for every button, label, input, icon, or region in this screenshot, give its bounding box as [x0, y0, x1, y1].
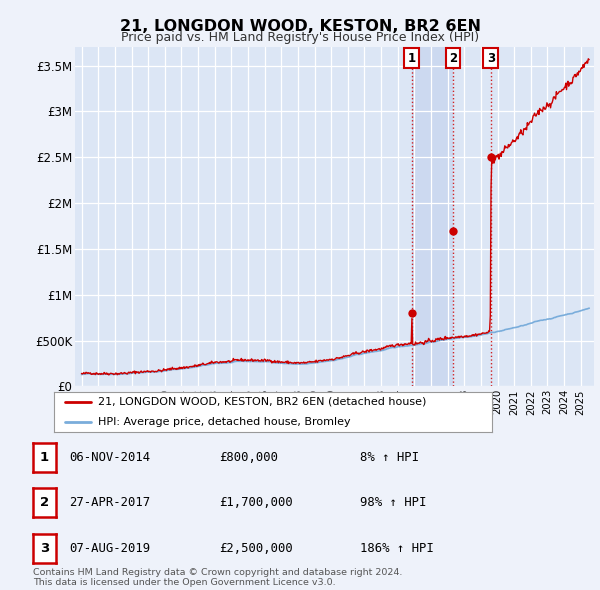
Text: 1: 1	[408, 52, 416, 65]
Text: 07-AUG-2019: 07-AUG-2019	[69, 542, 150, 555]
Text: £2,500,000: £2,500,000	[219, 542, 293, 555]
Text: 2: 2	[449, 52, 457, 65]
Text: 1: 1	[40, 451, 49, 464]
Text: 06-NOV-2014: 06-NOV-2014	[69, 451, 150, 464]
Text: 8% ↑ HPI: 8% ↑ HPI	[360, 451, 419, 464]
Text: 3: 3	[40, 542, 49, 555]
Text: 3: 3	[487, 52, 495, 65]
Text: 186% ↑ HPI: 186% ↑ HPI	[360, 542, 434, 555]
Text: Price paid vs. HM Land Registry's House Price Index (HPI): Price paid vs. HM Land Registry's House …	[121, 31, 479, 44]
Text: 21, LONGDON WOOD, KESTON, BR2 6EN (detached house): 21, LONGDON WOOD, KESTON, BR2 6EN (detac…	[98, 397, 426, 407]
Text: 2: 2	[40, 496, 49, 509]
Text: £1,700,000: £1,700,000	[219, 496, 293, 509]
Text: 21, LONGDON WOOD, KESTON, BR2 6EN: 21, LONGDON WOOD, KESTON, BR2 6EN	[119, 19, 481, 34]
Text: 27-APR-2017: 27-APR-2017	[69, 496, 150, 509]
Bar	[412, 47, 453, 386]
Text: 98% ↑ HPI: 98% ↑ HPI	[360, 496, 427, 509]
Text: Contains HM Land Registry data © Crown copyright and database right 2024.
This d: Contains HM Land Registry data © Crown c…	[33, 568, 403, 587]
Text: HPI: Average price, detached house, Bromley: HPI: Average price, detached house, Brom…	[98, 417, 350, 427]
Text: £800,000: £800,000	[219, 451, 278, 464]
